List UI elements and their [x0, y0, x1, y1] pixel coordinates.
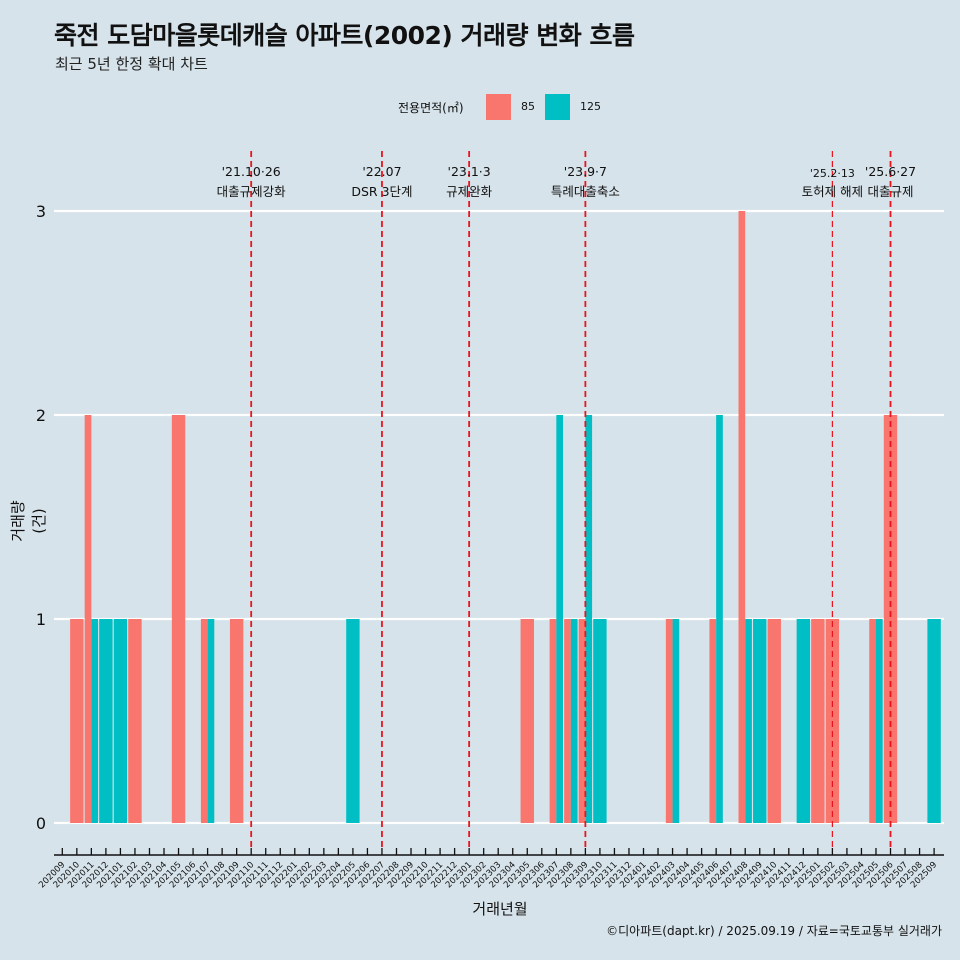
- x-axis-label: 거래년월: [472, 900, 528, 918]
- bar-125-202309: [585, 415, 593, 823]
- bar-125-202205: [346, 619, 360, 823]
- bars: [70, 211, 941, 823]
- bar-125-202307: [556, 415, 564, 823]
- event-date-label: '23.9·7: [564, 164, 607, 179]
- bar-125-202012: [99, 619, 113, 823]
- bar-125-202406: [716, 415, 723, 823]
- event-date-label: '25.6·27: [865, 164, 916, 179]
- event-label: 규제완화: [446, 184, 493, 199]
- event-label: 토허제 해제: [802, 184, 863, 199]
- y-tick-label: 0: [36, 814, 46, 833]
- legend-key-125: [545, 94, 570, 120]
- event-label: DSR 3단계: [351, 184, 412, 199]
- x-axis: 2020092020102020112020122021012021022021…: [37, 848, 944, 890]
- bar-125-202409: [753, 619, 767, 823]
- bar-125-202509: [927, 619, 941, 823]
- chart-title: 죽전 도담마을롯데캐슬 아파트(2002) 거래량 변화 흐름: [54, 21, 635, 50]
- event-label: 대출규제강화: [217, 184, 287, 199]
- legend-label-85: 85: [521, 100, 535, 113]
- bar-85-202109: [229, 619, 244, 823]
- bar-85-202309: [578, 619, 586, 823]
- bar-85-202406: [709, 619, 717, 823]
- bar-85-202505: [869, 619, 876, 823]
- legend: 전용면적(㎡) 85 125: [0, 93, 960, 121]
- event-date-label: '21.10·26: [222, 164, 281, 179]
- bar-125-202308: [570, 619, 578, 823]
- bar-85-202102: [128, 619, 142, 823]
- bar-125-202412: [796, 619, 811, 823]
- chart-subtitle: 최근 5년 한정 확대 차트: [55, 55, 208, 73]
- event-date-label: '25.2·13: [810, 167, 855, 180]
- gridlines: [54, 209, 944, 825]
- bar-85-202408: [738, 211, 746, 823]
- legend-key-85: [486, 94, 511, 120]
- legend-label-125: 125: [580, 100, 601, 113]
- bar-85-202105: [171, 415, 186, 823]
- legend-title: 전용면적(㎡): [398, 101, 464, 115]
- bar-85-202506: [883, 415, 898, 823]
- bar-125-202107: [207, 619, 215, 823]
- event-date-label: '23.1·3: [448, 164, 491, 179]
- bar-85-202307: [549, 619, 557, 823]
- source-caption: ©디아파트(dapt.kr) / 2025.09.19 / 자료=국토교통부 실…: [606, 924, 942, 938]
- y-axis-label: 거래량(건): [9, 500, 48, 542]
- bar-85-202107: [200, 619, 208, 823]
- y-axis-ticks: 0 1 2 3: [36, 202, 46, 833]
- y-tick-label: 1: [36, 610, 46, 629]
- bar-85-202305: [520, 619, 534, 823]
- bar-85-202010: [70, 619, 84, 823]
- bar-85-202501: [811, 619, 825, 823]
- event-date-label: '22.07: [362, 164, 401, 179]
- bar-125-202310: [593, 619, 607, 823]
- bar-85-202011: [84, 415, 92, 823]
- event-lines: '21.10·26 대출규제강화 '22.07 DSR 3단계 '23.1·3 규제완화 '…: [217, 151, 916, 848]
- bar-85-202403: [665, 619, 673, 823]
- event-label: 특례대출축소: [551, 184, 620, 199]
- bar-125-202403: [672, 619, 680, 823]
- y-tick-label: 2: [36, 406, 46, 425]
- bar-85-202308: [564, 619, 571, 823]
- bar-125-202011: [91, 619, 99, 823]
- y-tick-label: 3: [36, 202, 46, 221]
- bar-125-202101: [113, 619, 128, 823]
- bar-125-202408: [745, 619, 752, 823]
- bar-85-202410: [767, 619, 781, 823]
- bar-125-202505: [875, 619, 883, 823]
- event-label: 대출규제: [868, 184, 914, 199]
